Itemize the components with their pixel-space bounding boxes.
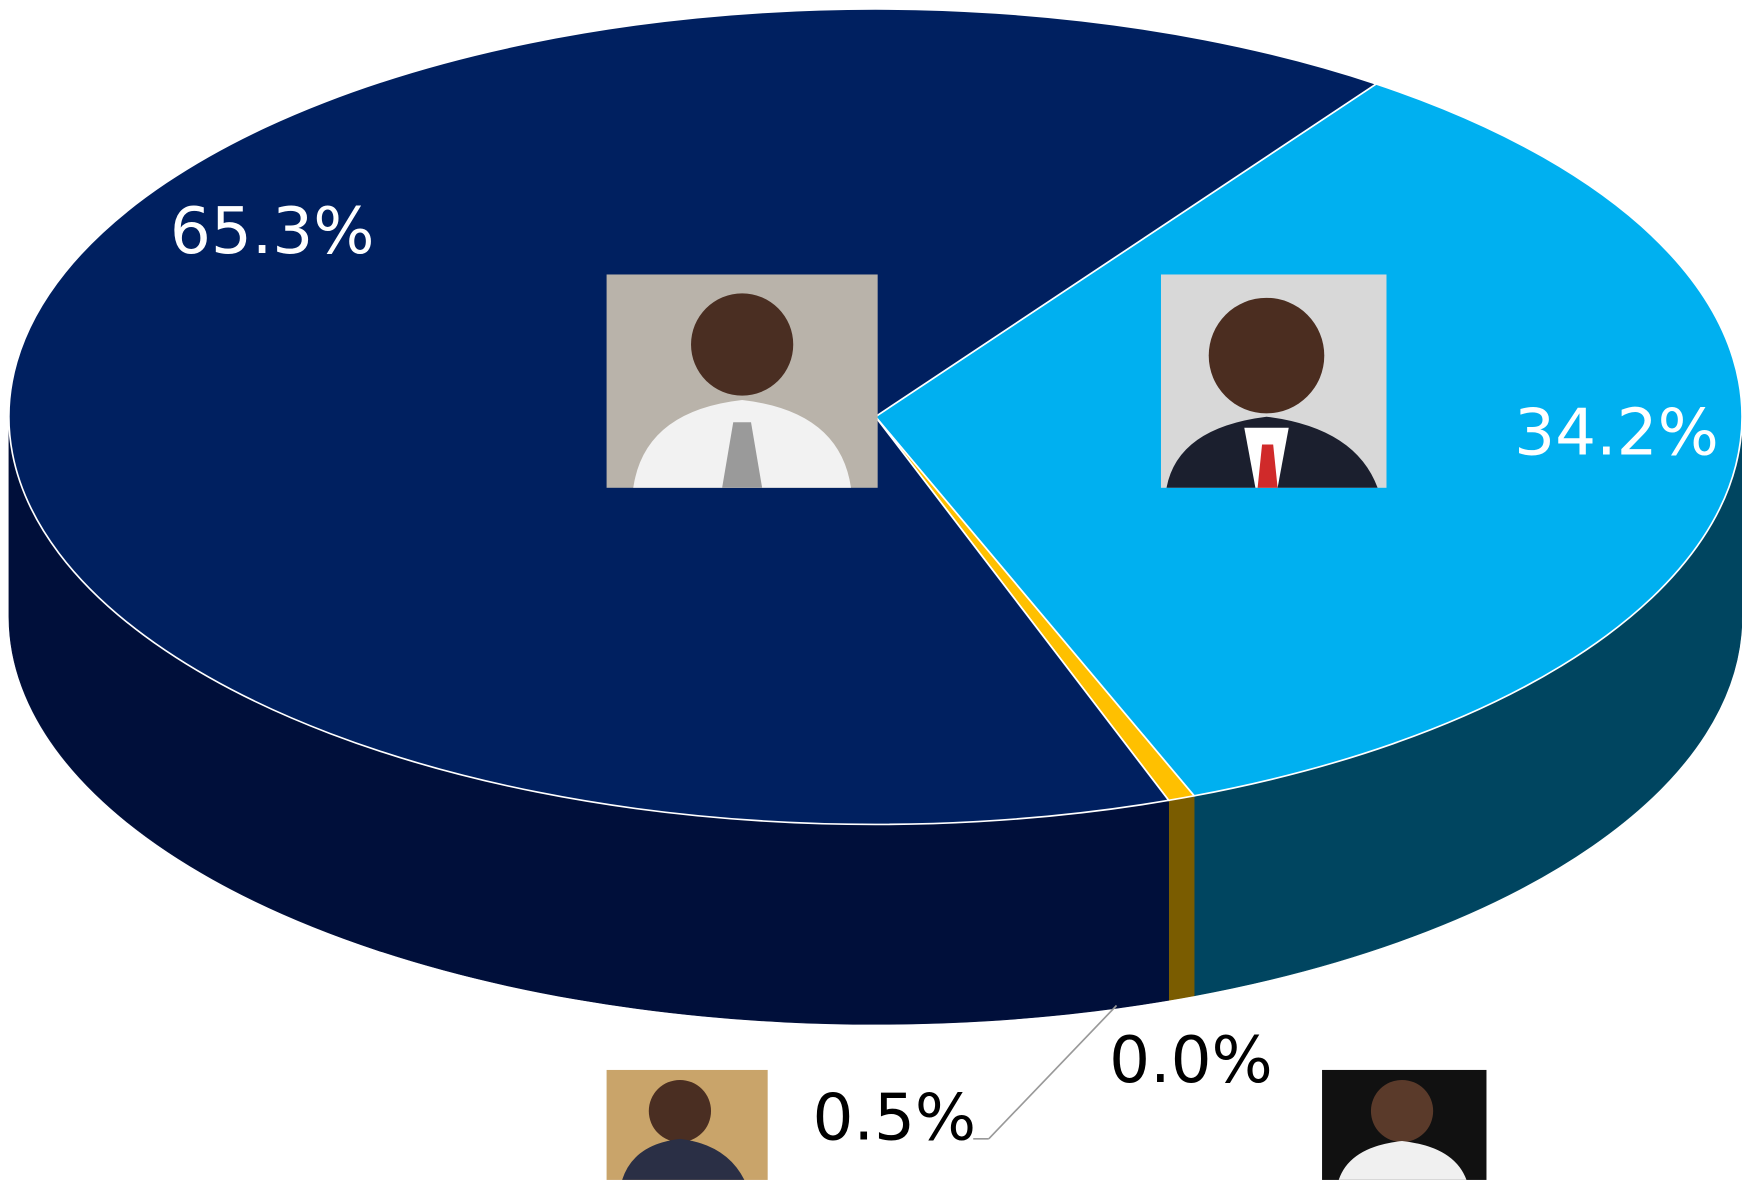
photo (1322, 1070, 1486, 1180)
photo (607, 1070, 768, 1180)
leader-line (989, 1006, 1117, 1139)
data-label: 0.5% (812, 1081, 976, 1156)
page: 34.2%0.5%0.0%65.3% (() => { const data =… (0, 0, 1742, 1180)
chart: 34.2% 0.5% 0.0% 65.3% (0, 0, 1742, 1180)
photo (1161, 274, 1387, 487)
data-label: 65.3% (170, 194, 375, 269)
data-label: 0.0% (1109, 1023, 1273, 1098)
pie-side (1169, 796, 1194, 1000)
data-label: 34.2% (1514, 395, 1719, 470)
photo (607, 274, 878, 487)
